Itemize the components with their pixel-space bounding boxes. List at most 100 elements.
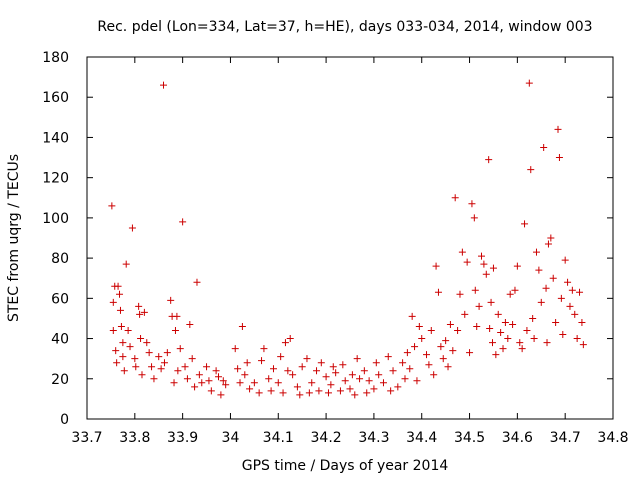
- data-point: [555, 154, 563, 162]
- data-point: [332, 369, 340, 377]
- data-point: [480, 260, 488, 268]
- x-tick-label: 34.5: [454, 430, 485, 446]
- data-point: [145, 349, 153, 357]
- y-tick-label: 120: [42, 171, 69, 187]
- data-point: [518, 345, 526, 353]
- data-point: [315, 387, 323, 395]
- data-point: [119, 353, 127, 361]
- data-point: [504, 335, 512, 343]
- data-point: [413, 377, 421, 385]
- data-point: [542, 284, 550, 292]
- data-point: [485, 156, 493, 164]
- tick-layer: 33.7 33.8 33.9 34 34.1 34.2 34.3 34.4 34.5 34.6 34…: [42, 50, 628, 446]
- data-point: [554, 125, 562, 133]
- data-point: [132, 363, 140, 371]
- data-point: [124, 327, 132, 335]
- data-point: [339, 361, 347, 369]
- data-point: [432, 262, 440, 270]
- y-tick-label: 80: [51, 251, 69, 267]
- data-point: [205, 377, 213, 385]
- data-point: [179, 218, 187, 226]
- data-point: [506, 290, 514, 298]
- data-point: [446, 320, 454, 328]
- data-point: [135, 302, 143, 310]
- data-point: [365, 377, 373, 385]
- data-point: [351, 391, 359, 399]
- data-point: [454, 327, 462, 335]
- data-point: [193, 278, 201, 286]
- data-point: [511, 286, 519, 294]
- x-tick-label: 34.8: [597, 430, 628, 446]
- data-point: [117, 322, 125, 330]
- data-point: [203, 363, 211, 371]
- x-tick-label: 33.9: [167, 430, 198, 446]
- data-point: [198, 379, 206, 387]
- data-point: [434, 288, 442, 296]
- data-point: [296, 391, 304, 399]
- data-point: [128, 224, 136, 232]
- data-point: [540, 144, 548, 151]
- data-point: [403, 349, 411, 357]
- data-point: [418, 335, 426, 343]
- x-tick-label: 34.7: [550, 430, 581, 446]
- data-point: [552, 318, 560, 326]
- data-point: [114, 282, 122, 290]
- data-point: [406, 365, 414, 373]
- data-point: [236, 379, 244, 387]
- data-point: [532, 248, 540, 256]
- data-point: [451, 194, 459, 202]
- data-point: [470, 214, 478, 222]
- data-point: [143, 339, 151, 347]
- data-point: [527, 166, 535, 174]
- data-point: [109, 327, 117, 335]
- data-point: [571, 310, 579, 318]
- data-point: [277, 353, 285, 361]
- data-point: [475, 302, 483, 310]
- data-point: [173, 312, 181, 320]
- data-point: [568, 286, 576, 294]
- data-point: [281, 339, 289, 347]
- data-point: [195, 371, 203, 379]
- data-point: [375, 371, 383, 379]
- data-point: [322, 373, 330, 381]
- data-point: [473, 322, 481, 330]
- data-point: [131, 355, 139, 363]
- data-point: [561, 256, 569, 264]
- data-point: [559, 331, 567, 339]
- data-point: [360, 367, 368, 375]
- data-point: [327, 381, 335, 389]
- data-point: [286, 335, 294, 343]
- data-point: [497, 329, 505, 337]
- data-point: [289, 371, 297, 379]
- data-point: [160, 359, 168, 367]
- data-point: [274, 379, 282, 387]
- data-point: [116, 290, 124, 298]
- data-point: [181, 363, 189, 371]
- y-axis-title: STEC from uqrg / TECUs: [6, 154, 22, 322]
- data-point: [308, 379, 316, 387]
- data-point: [401, 375, 409, 383]
- data-point: [579, 341, 587, 349]
- data-point: [250, 379, 258, 387]
- data-point: [148, 363, 156, 371]
- data-point: [544, 240, 552, 248]
- data-point: [353, 355, 361, 363]
- data-point: [191, 383, 199, 391]
- data-point: [379, 379, 387, 387]
- y-tick-label: 40: [51, 332, 69, 348]
- x-tick-label: 34: [222, 430, 240, 446]
- data-point: [370, 385, 378, 393]
- data-point: [241, 371, 249, 379]
- plot-frame: [86, 56, 614, 420]
- data-point: [188, 355, 196, 363]
- y-tick-label: 100: [42, 211, 69, 227]
- data-point: [499, 345, 507, 353]
- data-point: [523, 327, 531, 335]
- data-point: [258, 357, 266, 365]
- y-tick-label: 60: [51, 291, 69, 307]
- data-point: [468, 200, 476, 208]
- data-point: [384, 353, 392, 361]
- data-point: [356, 375, 364, 383]
- x-tick-label: 34.6: [502, 430, 533, 446]
